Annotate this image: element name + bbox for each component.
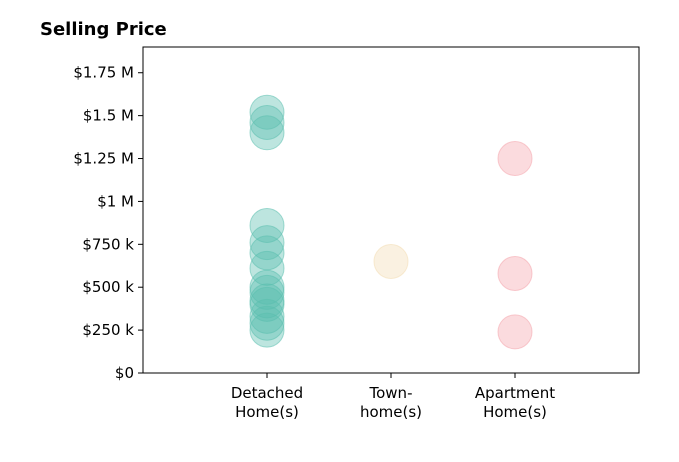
x-tick-label-line: Detached: [231, 384, 303, 402]
y-tick-label: $250 k: [82, 321, 134, 339]
data-point: [497, 141, 533, 177]
data-point: [249, 115, 285, 151]
x-tick-label-line: Home(s): [483, 403, 547, 421]
x-tick-label: Detached Home(s): [231, 384, 303, 421]
y-tick-label: $1.75 M: [73, 64, 134, 82]
data-point: [249, 94, 285, 130]
y-axis: $0 $250 k $500 k $750 k $1 M $1.25 M $1.5 M $1.…: [73, 64, 143, 382]
data-point: [373, 243, 409, 279]
data-point: [249, 104, 285, 140]
y-tick-label: $0: [115, 364, 134, 382]
y-tick-label: $1 M: [97, 192, 134, 210]
data-point: [249, 250, 285, 286]
x-tick-label-line: Town-: [369, 384, 413, 402]
data-points: [249, 94, 533, 350]
data-point: [497, 314, 533, 350]
y-tick-label: $1.25 M: [73, 150, 134, 168]
data-point: [249, 274, 285, 310]
x-tick-label: Apartment Home(s): [475, 384, 555, 421]
x-tick-label: Town-home(s): [360, 384, 422, 421]
x-tick-label-line: Home(s): [235, 403, 299, 421]
data-point: [249, 286, 285, 322]
x-axis: Detached Home(s)Town-home(s)Apartment Home…: [231, 373, 555, 421]
data-point: [497, 255, 533, 291]
y-tick-label: $750 k: [82, 235, 134, 253]
data-point: [249, 225, 285, 261]
plot-frame: [142, 46, 640, 374]
y-tick-label: $500 k: [82, 278, 134, 296]
x-tick-label-line: Apartment: [475, 384, 555, 402]
y-tick-label: $1.5 M: [83, 107, 134, 125]
data-point: [249, 312, 285, 348]
x-tick-label-line: home(s): [360, 403, 422, 421]
chart-title: Selling Price: [40, 19, 167, 40]
data-point: [249, 298, 285, 334]
data-point: [249, 305, 285, 341]
